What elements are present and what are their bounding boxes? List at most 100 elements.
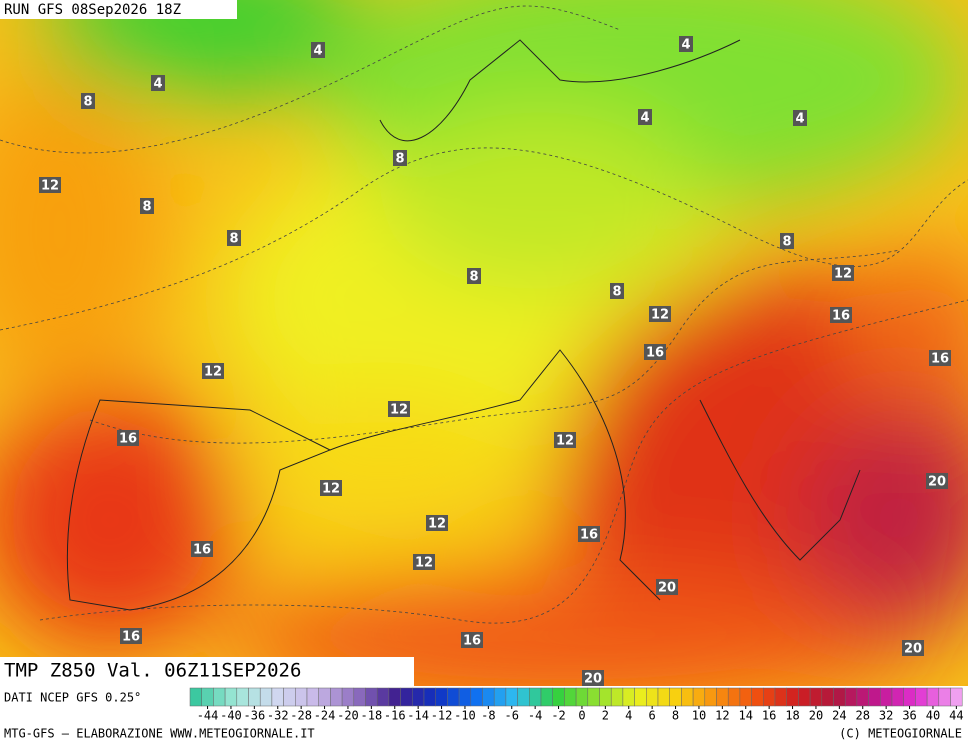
colorbar-swatch — [610, 687, 624, 707]
colorbar-swatch — [341, 687, 355, 707]
contour-label: 4 — [640, 111, 649, 126]
colorbar-swatch — [681, 687, 694, 707]
colorbar-swatch — [412, 687, 425, 707]
colorbar-swatch — [540, 687, 553, 707]
contour-label: 12 — [556, 434, 574, 449]
contour-label: 12 — [428, 517, 446, 532]
colorbar-swatch — [353, 687, 366, 707]
colorbar-label: -16 — [384, 709, 406, 723]
colorbar-swatch — [376, 687, 390, 707]
colorbar-swatch — [880, 687, 893, 707]
contour-label-box — [793, 110, 807, 126]
contour-label: 12 — [204, 365, 222, 380]
source-label: DATI NCEP GFS 0.25° — [4, 691, 141, 705]
colorbar-swatch — [821, 687, 834, 707]
colorbar-swatch — [365, 687, 378, 707]
colorbar-label: -10 — [454, 709, 476, 723]
contour-label: 8 — [142, 200, 151, 215]
colorbar-swatch — [903, 687, 916, 707]
colorbar-swatch — [891, 687, 904, 707]
colorbar-swatch — [505, 687, 518, 707]
temperature-field — [0, 0, 968, 686]
colorbar-label: 14 — [739, 709, 753, 723]
colorbar-label: 2 — [602, 709, 609, 723]
contour-label: 4 — [681, 38, 690, 53]
contour-label-box — [311, 42, 325, 58]
contour-label: 4 — [153, 77, 162, 92]
contour-label-box — [117, 430, 139, 446]
colorbar-label: 36 — [902, 709, 916, 723]
contour-label: 16 — [119, 432, 137, 447]
colorbar-swatch — [213, 687, 226, 707]
contour-label-box — [140, 198, 154, 214]
contour-label-box — [426, 515, 448, 531]
colorbar-swatch — [423, 687, 436, 707]
colorbar-label: 32 — [879, 709, 893, 723]
run-box — [0, 0, 237, 19]
isotherms — [0, 5, 968, 624]
colorbar-label: -32 — [267, 709, 289, 723]
contour-label-box — [461, 632, 483, 648]
colorbar-label: 0 — [578, 709, 585, 723]
colorbar-swatch — [458, 687, 472, 707]
contour-label-box — [929, 350, 951, 366]
colorbar-swatch — [646, 687, 659, 707]
contour-label: 8 — [83, 95, 92, 110]
field-box — [0, 657, 414, 686]
contour-label-box — [81, 93, 95, 109]
colorbar-swatch — [739, 687, 752, 707]
contour-label: 20 — [928, 475, 946, 490]
colorbar-swatch — [283, 687, 296, 707]
contour-label: 12 — [834, 267, 852, 282]
contour-label-box — [120, 628, 142, 644]
contour-label-box — [644, 344, 666, 360]
colorbar-label: 28 — [856, 709, 870, 723]
colorbar-swatch — [938, 687, 951, 707]
colorbar-swatch — [306, 687, 319, 707]
contour-label-box — [656, 579, 678, 595]
colorbar-swatch — [915, 687, 928, 707]
colorbar-label: -40 — [220, 709, 242, 723]
colorbar-swatch — [388, 687, 401, 707]
colorbar-swatch — [575, 687, 589, 707]
colorbar-label: 6 — [649, 709, 656, 723]
contour-label-box — [830, 307, 852, 323]
colorbar-swatch — [786, 687, 799, 707]
colorbar-label: -18 — [361, 709, 383, 723]
contour-label-box — [582, 670, 604, 686]
colorbar-swatch — [224, 687, 238, 707]
colorbar-swatch — [470, 687, 483, 707]
field-label: TMP Z850 Val. 06Z11SEP2026 — [4, 660, 301, 682]
colorbar-swatch — [564, 687, 577, 707]
credit-label: MTG-GFS — ELABORAZIONE WWW.METEOGIORNALE… — [4, 727, 315, 741]
colorbar-swatch — [400, 687, 413, 707]
colorbar-swatch — [201, 687, 214, 707]
colorbar-swatch — [493, 687, 507, 707]
contour-label-box — [554, 432, 576, 448]
colorbar-swatch — [236, 687, 249, 707]
contour-label: 20 — [904, 642, 922, 657]
coastlines — [66, 39, 861, 611]
colorbar-label: 18 — [785, 709, 799, 723]
contour-label: 16 — [580, 528, 598, 543]
copyright-label: (C) METEOGIORNALE — [839, 727, 962, 741]
colorbar-swatch — [330, 687, 343, 707]
colorbar-swatch — [529, 687, 542, 707]
colorbar-label: -28 — [290, 709, 312, 723]
colorbar-label: -12 — [431, 709, 453, 723]
colorbar-swatch — [259, 687, 273, 707]
contour-label-box — [151, 75, 165, 91]
colorbar-swatch — [669, 687, 682, 707]
contour-label: 12 — [390, 403, 408, 418]
contour-label: 8 — [229, 232, 238, 247]
colorbar-swatch — [833, 687, 846, 707]
contour-label: 12 — [415, 556, 433, 571]
contour-label-box — [39, 177, 61, 193]
colorbar-label: 24 — [832, 709, 846, 723]
colorbar-swatch — [751, 687, 764, 707]
colorbar-label: 4 — [625, 709, 632, 723]
colorbar-swatch — [926, 687, 940, 707]
contour-label: 8 — [469, 270, 478, 285]
